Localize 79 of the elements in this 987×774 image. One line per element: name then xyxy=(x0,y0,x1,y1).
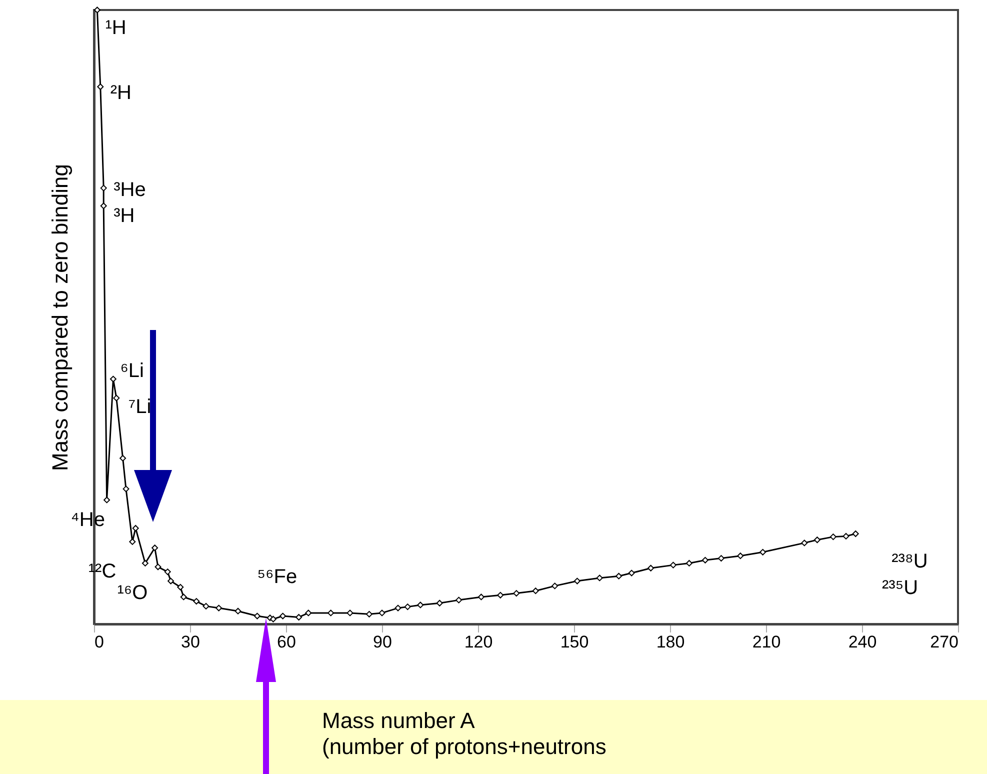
annotation: ¹H xyxy=(105,17,126,39)
x-tick-label: 120 xyxy=(464,632,493,652)
point xyxy=(168,578,174,584)
point xyxy=(378,610,386,616)
point xyxy=(142,560,148,566)
point xyxy=(328,610,334,616)
point xyxy=(216,604,222,612)
x-tick-label: 60 xyxy=(277,632,296,652)
point xyxy=(177,584,184,590)
point xyxy=(100,184,107,192)
annotation: ⁷Li xyxy=(128,396,152,418)
point xyxy=(616,572,622,580)
point xyxy=(152,544,158,552)
point xyxy=(129,538,136,545)
annotation: ²³⁵U xyxy=(882,577,918,600)
point xyxy=(686,560,692,566)
point xyxy=(830,534,836,540)
point xyxy=(234,608,242,614)
x-axis-title: Mass number A (number of protons+neutrons xyxy=(322,708,606,760)
point xyxy=(760,548,766,556)
point xyxy=(702,556,708,564)
point xyxy=(110,376,116,382)
point xyxy=(296,614,302,620)
point xyxy=(122,486,130,492)
point xyxy=(670,562,676,568)
point xyxy=(852,530,859,537)
point xyxy=(270,616,276,622)
point xyxy=(94,6,100,14)
annotation: ¹⁶O xyxy=(117,582,148,604)
point xyxy=(120,454,126,462)
point xyxy=(280,612,286,620)
point xyxy=(113,394,120,402)
point xyxy=(346,610,354,616)
point xyxy=(801,540,808,546)
point xyxy=(132,524,139,532)
x-tick-label: 180 xyxy=(656,632,685,652)
point xyxy=(404,604,411,610)
x-tick-label: 270 xyxy=(930,632,958,652)
x-tick-label: 240 xyxy=(848,632,877,652)
point xyxy=(718,555,724,562)
point xyxy=(305,610,312,616)
point xyxy=(104,496,110,504)
point xyxy=(814,536,820,544)
x-tick-label: 30 xyxy=(181,632,200,652)
x-tick-label: 0 xyxy=(94,632,104,652)
x-tick-label: 210 xyxy=(752,632,781,652)
point xyxy=(552,582,558,590)
point xyxy=(97,84,104,90)
point xyxy=(394,604,402,612)
annotation: ²H xyxy=(110,82,132,104)
point xyxy=(254,612,260,620)
annotation: ⁵⁶Fe xyxy=(257,566,298,588)
point xyxy=(193,598,200,605)
annotation: ³He xyxy=(114,179,146,202)
point xyxy=(100,202,107,210)
point xyxy=(574,578,580,584)
annotation: ⁶Li xyxy=(120,360,144,382)
point xyxy=(497,592,504,598)
point xyxy=(648,564,654,572)
point xyxy=(737,552,744,560)
point xyxy=(478,594,484,600)
point xyxy=(513,590,520,597)
point xyxy=(366,610,372,618)
annotation: ³H xyxy=(114,204,135,227)
x-tick-label: 150 xyxy=(560,632,589,652)
point xyxy=(596,574,603,582)
point xyxy=(842,532,850,540)
point xyxy=(180,594,187,600)
point xyxy=(154,564,162,570)
point xyxy=(164,568,171,576)
point xyxy=(456,596,462,604)
x-tick-label: 90 xyxy=(373,632,392,652)
point xyxy=(628,570,635,576)
point xyxy=(417,602,424,608)
point xyxy=(436,600,443,606)
y-axis-title: Mass compared to zero binding xyxy=(48,164,72,471)
point xyxy=(532,588,539,594)
point xyxy=(202,602,210,610)
annotation: ²³⁸U xyxy=(892,550,928,573)
